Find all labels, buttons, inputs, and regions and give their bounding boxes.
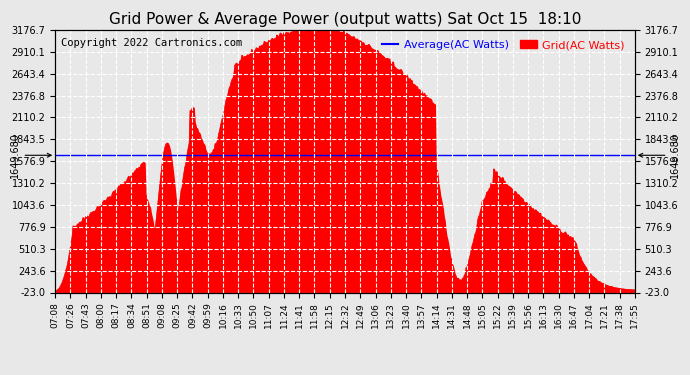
Legend: Average(AC Watts), Grid(AC Watts): Average(AC Watts), Grid(AC Watts) <box>377 36 629 54</box>
Title: Grid Power & Average Power (output watts) Sat Oct 15  18:10: Grid Power & Average Power (output watts… <box>109 12 581 27</box>
Text: 1649.680: 1649.680 <box>10 132 51 178</box>
Text: Copyright 2022 Cartronics.com: Copyright 2022 Cartronics.com <box>61 38 242 48</box>
Text: 1649.680: 1649.680 <box>639 132 680 178</box>
